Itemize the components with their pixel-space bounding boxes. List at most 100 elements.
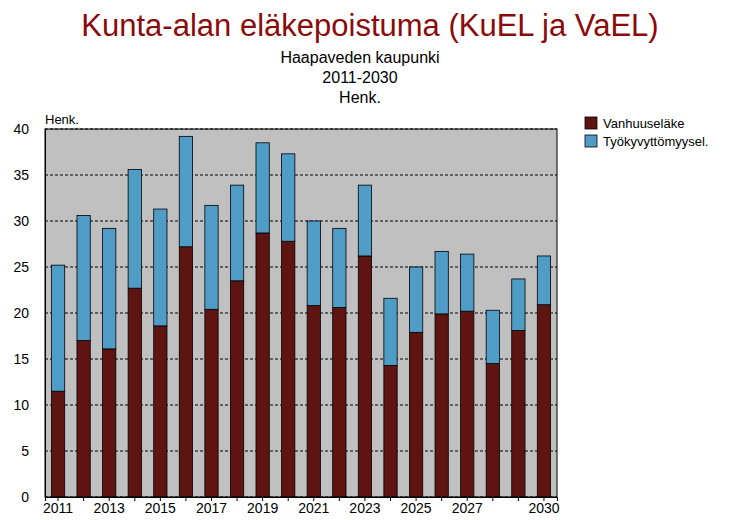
series-0 (51, 233, 550, 497)
bar (384, 298, 397, 365)
y-tick-label: 0 (21, 489, 29, 505)
bar (537, 305, 550, 497)
title: Kunta-alan eläkepoistuma (KuEL ja VaEL) (81, 8, 658, 43)
y-axis-label: Henk. (45, 112, 79, 127)
x-tick (237, 497, 238, 501)
x-tick-mark (288, 497, 289, 501)
x-tick (288, 497, 289, 501)
bar (461, 311, 474, 497)
y-tick: 15 (13, 351, 45, 367)
x-tick: 2021 (298, 497, 329, 516)
y-tick: 20 (13, 305, 45, 321)
y-tick-label: 20 (13, 305, 29, 321)
grid-line (45, 175, 557, 176)
bar (307, 306, 320, 497)
subtitle: Haapaveden kaupunki (280, 49, 439, 66)
bar (307, 221, 320, 306)
plot-background (45, 129, 557, 497)
x-tick-label: 2027 (452, 500, 483, 516)
legend: Vanhuuseläke Työkyvyttömyysel. (585, 116, 708, 149)
legend-label: Työkyvyttömyysel. (603, 134, 708, 149)
x-tick (339, 497, 340, 501)
y-tick: 25 (13, 259, 45, 275)
x-tick (185, 497, 186, 501)
y-tick: 5 (21, 443, 45, 459)
x-tick-label: 2013 (94, 500, 125, 516)
series-1 (51, 136, 550, 391)
bar (256, 143, 269, 233)
subtitle: 2011-2030 (322, 69, 397, 86)
bar (333, 228, 346, 307)
bar (51, 265, 64, 391)
x-tick-mark (390, 497, 391, 501)
plot-frame (45, 129, 557, 497)
bar (179, 247, 192, 497)
x-tick (83, 497, 84, 501)
grid-line (45, 359, 557, 360)
y-tick: 40 (13, 121, 45, 137)
bar (512, 330, 525, 497)
bar (103, 349, 116, 497)
x-tick-mark (441, 497, 442, 501)
bar (282, 241, 295, 497)
legend-item: Työkyvyttömyysel. (585, 134, 708, 149)
chart: Kunta-alan eläkepoistuma (KuEL ja VaEL) H… (0, 0, 740, 520)
x-tick-mark (492, 497, 493, 501)
x-tick-label: 2015 (145, 500, 176, 516)
bar (256, 233, 269, 497)
bar (103, 228, 116, 349)
x-tick-label: 2019 (247, 500, 278, 516)
bar (537, 256, 550, 305)
x-tick-mark (339, 497, 340, 501)
y-tick-label: 10 (13, 397, 29, 413)
x-tick: 2017 (196, 497, 227, 516)
bar (512, 279, 525, 331)
x-tick: 2011 (43, 497, 73, 516)
bar (461, 254, 474, 311)
bar (435, 314, 448, 497)
x-tick: 2013 (94, 497, 125, 516)
bar (77, 341, 90, 497)
x-tick: 2030 (528, 497, 559, 516)
x-tick (441, 497, 442, 501)
legend-item: Vanhuuseläke (585, 116, 684, 131)
bar (435, 251, 448, 314)
x-tick: 2025 (401, 497, 432, 516)
bar (51, 391, 64, 497)
grid-line (45, 267, 557, 268)
bar (128, 169, 141, 288)
grid (45, 129, 557, 497)
x-tick-mark (134, 497, 135, 501)
subtitle: Henk. (339, 89, 381, 106)
x-tick-label: 2017 (196, 500, 227, 516)
y-axis-line (45, 130, 46, 498)
bar (486, 364, 499, 497)
bar (77, 215, 90, 340)
x-tick (390, 497, 391, 501)
legend-swatch (585, 135, 597, 147)
legend-swatch (585, 117, 597, 129)
grid-line (45, 313, 557, 314)
bar (384, 365, 397, 497)
bar (486, 310, 499, 363)
bar (179, 136, 192, 246)
grid-line (45, 221, 557, 222)
x-tick-mark (518, 497, 519, 501)
grid-line (45, 405, 557, 406)
bar (409, 267, 422, 332)
x-tick: 2027 (452, 497, 483, 516)
x-tick (518, 497, 519, 501)
x-axis: 2011 2013 2015 2017 2019 2021 2023 2025 2027 2030 (43, 497, 560, 516)
x-tick-label: 2011 (43, 500, 73, 516)
x-tick: 2023 (349, 497, 380, 516)
x-tick (134, 497, 135, 501)
x-tick-label: 2023 (349, 500, 380, 516)
x-tick-label: 2030 (528, 500, 559, 516)
bar (409, 332, 422, 497)
y-tick-label: 40 (13, 121, 29, 137)
bar (128, 288, 141, 497)
y-tick-label: 35 (13, 167, 29, 183)
x-tick: 2015 (145, 497, 176, 516)
bar (154, 326, 167, 497)
y-tick: 10 (13, 397, 45, 413)
